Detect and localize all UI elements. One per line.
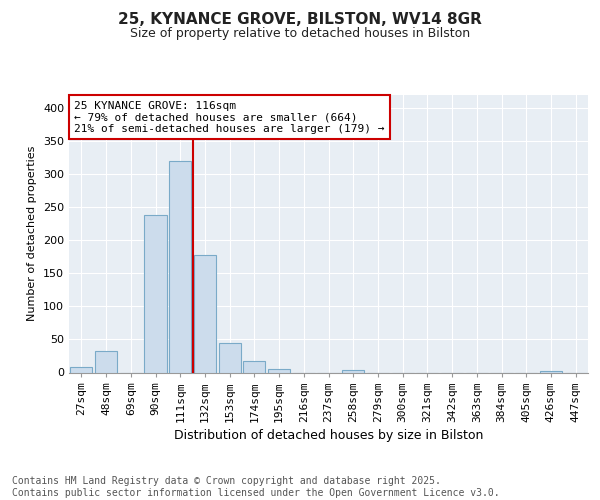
Bar — [95, 350, 117, 372]
Text: Size of property relative to detached houses in Bilston: Size of property relative to detached ho… — [130, 28, 470, 40]
Text: Contains HM Land Registry data © Crown copyright and database right 2025.
Contai: Contains HM Land Registry data © Crown c… — [12, 476, 500, 498]
Text: 25 KYNANCE GROVE: 116sqm
← 79% of detached houses are smaller (664)
21% of semi-: 25 KYNANCE GROVE: 116sqm ← 79% of detach… — [74, 100, 385, 134]
X-axis label: Distribution of detached houses by size in Bilston: Distribution of detached houses by size … — [174, 429, 483, 442]
Text: 25, KYNANCE GROVE, BILSTON, WV14 8GR: 25, KYNANCE GROVE, BILSTON, WV14 8GR — [118, 12, 482, 28]
Bar — [268, 369, 290, 372]
Y-axis label: Number of detached properties: Number of detached properties — [28, 146, 37, 322]
Bar — [70, 367, 92, 372]
Bar — [218, 343, 241, 372]
Bar — [243, 362, 265, 372]
Bar — [342, 370, 364, 372]
Bar — [145, 215, 167, 372]
Bar — [169, 161, 191, 372]
Bar — [194, 255, 216, 372]
Bar — [540, 371, 562, 372]
